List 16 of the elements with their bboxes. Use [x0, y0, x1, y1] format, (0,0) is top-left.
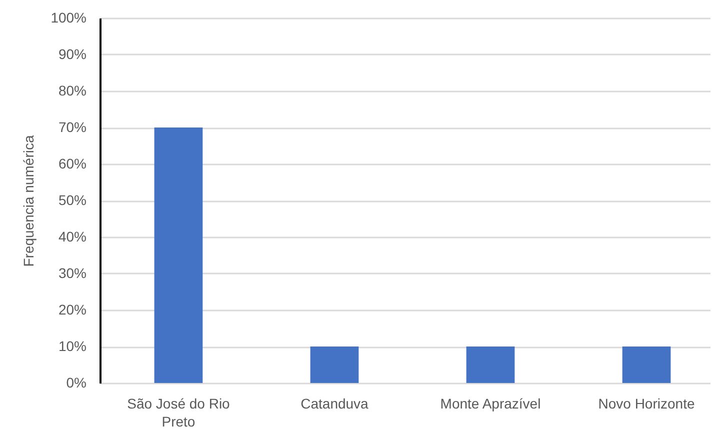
- y-tick-label: 50%: [58, 192, 86, 208]
- y-axis-title: Frequencia numérica: [20, 135, 37, 267]
- x-tick-label: São José do Rio Preto: [127, 396, 230, 430]
- x-tick-label: Novo Horizonte: [598, 396, 695, 412]
- y-tick-label: 70%: [58, 119, 86, 135]
- x-tick-label: Monte Aprazível: [440, 396, 541, 412]
- y-tick-label: 80%: [58, 82, 86, 98]
- y-tick-label: 90%: [58, 46, 86, 62]
- y-tick-label: 100%: [50, 10, 86, 26]
- y-tick-label: 10%: [58, 338, 86, 354]
- y-tick-label: 30%: [58, 265, 86, 281]
- y-tick-label: 40%: [58, 228, 86, 244]
- y-tick-label: 0%: [66, 374, 86, 390]
- x-tick-label: Catanduva: [300, 396, 369, 412]
- y-tick-label: 20%: [58, 302, 86, 318]
- y-tick-label: 60%: [58, 156, 86, 172]
